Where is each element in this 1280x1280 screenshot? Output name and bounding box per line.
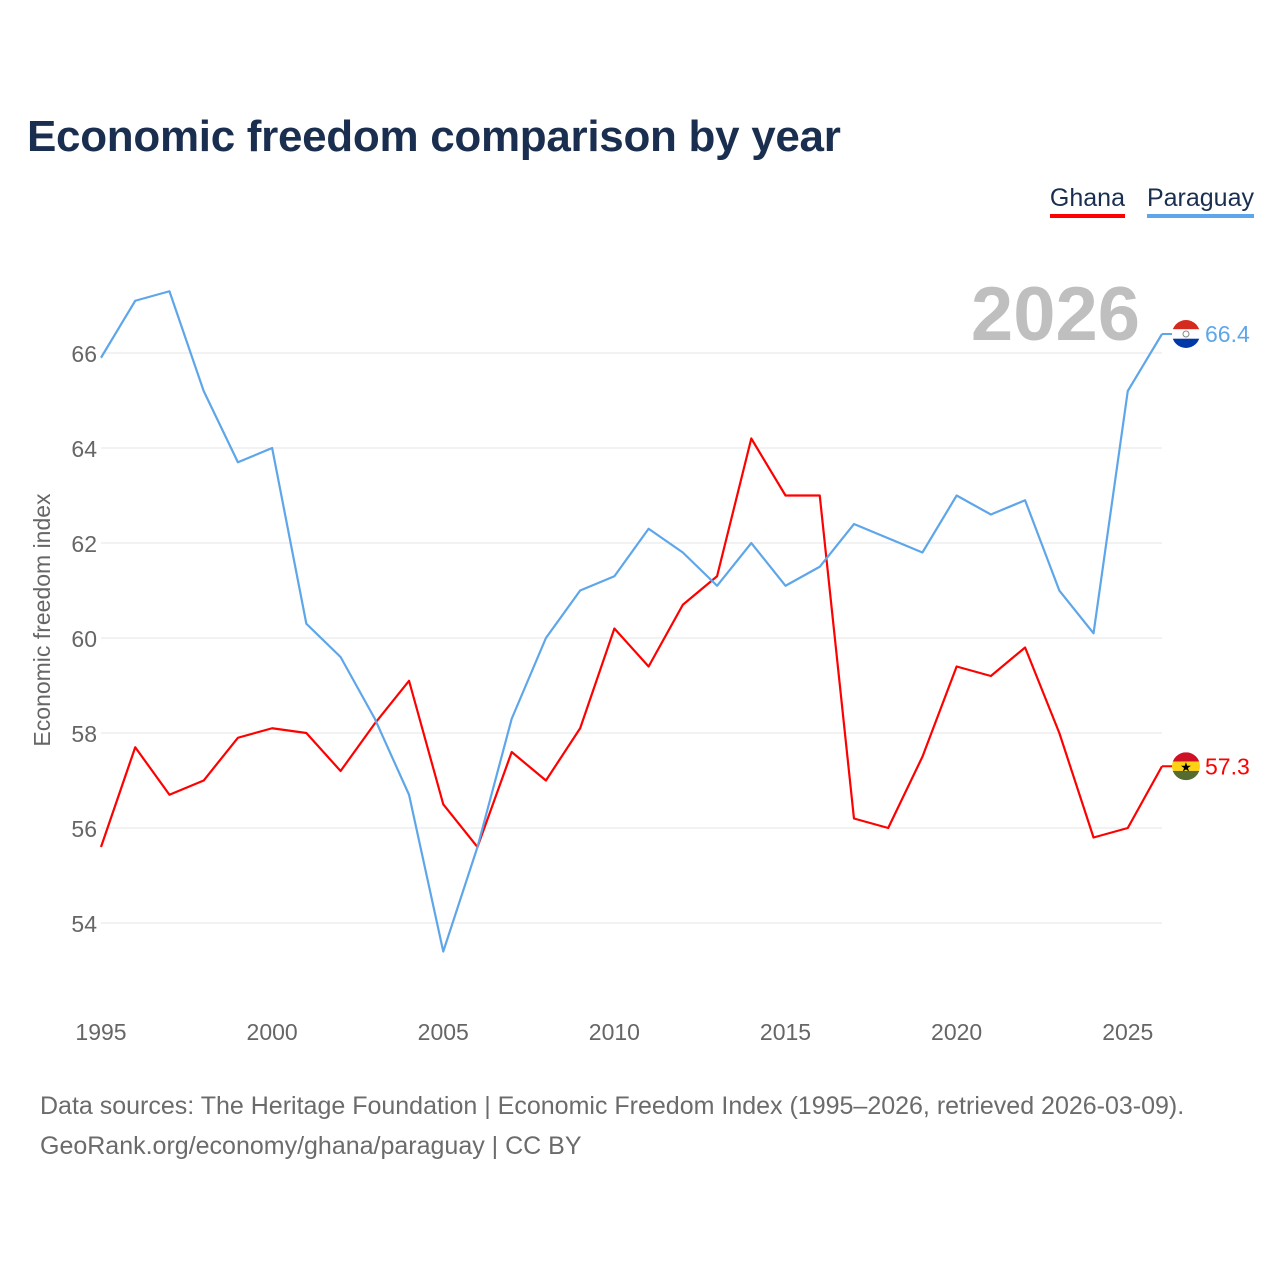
x-tick-label: 2005 bbox=[418, 1019, 469, 1045]
x-tick-label: 2015 bbox=[760, 1019, 811, 1045]
flag-star-icon: ★ bbox=[1180, 759, 1192, 774]
end-value-label-ghana: 57.3 bbox=[1205, 753, 1250, 779]
x-tick-label: 2025 bbox=[1102, 1019, 1153, 1045]
y-tick-label: 54 bbox=[71, 911, 97, 937]
x-tick-label: 2010 bbox=[589, 1019, 640, 1045]
flag-ghana-icon bbox=[1172, 770, 1200, 781]
y-tick-label: 60 bbox=[71, 626, 97, 652]
flag-ghana-icon bbox=[1172, 761, 1200, 771]
flag-paraguay-icon bbox=[1172, 338, 1200, 348]
x-tick-label: 1995 bbox=[75, 1019, 126, 1045]
flag-ghana-icon bbox=[1172, 752, 1200, 762]
y-tick-label: 62 bbox=[71, 531, 97, 557]
chart-title: Economic freedom comparison by year bbox=[27, 112, 841, 161]
y-tick-label: 66 bbox=[71, 341, 97, 367]
y-tick-label: 56 bbox=[71, 816, 97, 842]
legend-paraguay[interactable]: Paraguay bbox=[1146, 184, 1254, 218]
source-line-1: Data sources: The Heritage Foundation | … bbox=[40, 1092, 1185, 1120]
legend: Ghana Paraguay bbox=[1049, 184, 1254, 218]
y-tick-label: 64 bbox=[71, 436, 97, 462]
series-line-ghana bbox=[99, 437, 1163, 849]
flag-paraguay-icon bbox=[1172, 320, 1200, 330]
flag-emblem-icon bbox=[1182, 330, 1190, 338]
source-note: Data sources: The Heritage Foundation | … bbox=[40, 1086, 1184, 1166]
x-tick-label: 2000 bbox=[247, 1019, 298, 1045]
y-axis-label: Economic freedom index bbox=[29, 493, 55, 747]
source-line-2[interactable]: GeoRank.org/economy/ghana/paraguay | CC … bbox=[40, 1132, 582, 1160]
legend-ghana[interactable]: Ghana bbox=[1049, 184, 1125, 218]
end-value-label-paraguay: 66.4 bbox=[1205, 321, 1250, 347]
y-tick-label: 58 bbox=[71, 721, 97, 747]
year-watermark: 2026 bbox=[971, 272, 1140, 357]
flag-paraguay-icon bbox=[1172, 329, 1200, 339]
x-tick-label: 2020 bbox=[931, 1019, 982, 1045]
series-line-paraguay bbox=[100, 290, 1163, 953]
